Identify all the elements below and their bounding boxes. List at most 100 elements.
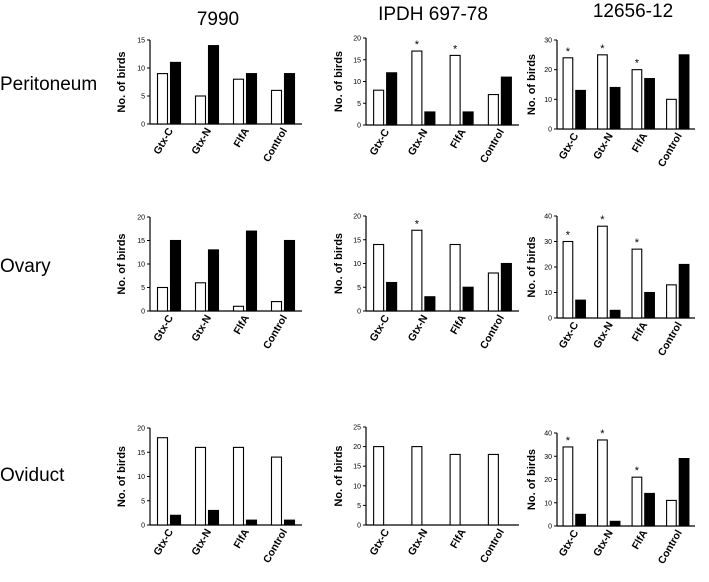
bar-filled-gtx-c bbox=[169, 239, 182, 312]
bar-open-gtx-c bbox=[156, 286, 169, 312]
x-tick-label: Control bbox=[261, 527, 290, 565]
x-tick-label: FlfA bbox=[231, 527, 252, 551]
y-tick-label: 0 bbox=[141, 523, 145, 530]
y-tick-label: 10 bbox=[544, 500, 552, 507]
bar-open-control bbox=[487, 272, 499, 312]
bar-filled-control bbox=[283, 239, 296, 312]
bar-open-control bbox=[487, 94, 499, 126]
bar-filled-flfa bbox=[644, 492, 655, 527]
column-title-7990: 7990 bbox=[197, 9, 239, 30]
bar-filled-gtx-c bbox=[575, 299, 586, 319]
y-tick-label: 15 bbox=[353, 237, 361, 244]
y-tick-label: 15 bbox=[353, 464, 361, 471]
x-tick-label: FlfA bbox=[630, 131, 651, 155]
y-tick-label: 0 bbox=[357, 123, 361, 130]
x-tick-label: FlfA bbox=[448, 313, 469, 337]
bar-open-flfa bbox=[232, 305, 245, 312]
bar-open-gtx-n bbox=[194, 282, 207, 312]
y-tick-label: 20 bbox=[544, 67, 552, 74]
x-tick-label: Control bbox=[261, 313, 290, 351]
bar-filled-gtx-c bbox=[575, 89, 586, 130]
y-axis-label: No. of birds bbox=[116, 446, 128, 507]
significance-star: * bbox=[453, 43, 458, 55]
x-tick-label: Gtx-N bbox=[406, 527, 431, 558]
row-label-peritoneum: Peritoneum bbox=[0, 74, 97, 95]
column-title-12656: 12656-12 bbox=[593, 1, 673, 22]
x-tick-label: FlfA bbox=[231, 126, 252, 150]
bar-filled-gtx-n bbox=[424, 296, 436, 312]
bar-open-flfa bbox=[232, 78, 245, 125]
bar-open-control bbox=[666, 499, 677, 527]
bar-filled-gtx-c bbox=[386, 281, 398, 312]
significance-star: * bbox=[635, 58, 640, 70]
x-tick-label: Gtx-N bbox=[406, 127, 431, 158]
y-axis-label: No. of birds bbox=[333, 445, 345, 506]
bar-filled-flfa bbox=[644, 78, 655, 130]
y-axis-label: No. of birds bbox=[116, 233, 128, 294]
bar-open-control bbox=[666, 98, 677, 130]
column-title-ipdh: IPDH 697-78 bbox=[378, 4, 488, 25]
bar-open-control bbox=[666, 284, 677, 319]
y-tick-label: 20 bbox=[353, 36, 361, 43]
bar-open-gtx-n bbox=[194, 446, 207, 526]
x-tick-label: Control bbox=[656, 320, 685, 358]
bar-open-gtx-c bbox=[562, 57, 574, 130]
bar-filled-flfa bbox=[245, 519, 258, 526]
significance-star: * bbox=[566, 230, 571, 242]
y-axis-label: No. of birds bbox=[333, 233, 345, 294]
bar-open-gtx-n bbox=[411, 229, 423, 312]
significance-star: * bbox=[600, 428, 605, 440]
y-tick-label: 25 bbox=[353, 425, 361, 432]
bar-open-control bbox=[270, 89, 283, 125]
bar-open-gtx-n bbox=[597, 439, 608, 527]
significance-star: * bbox=[415, 218, 420, 230]
bar-open-control bbox=[270, 301, 283, 312]
bar-open-gtx-n bbox=[411, 446, 423, 526]
significance-star: * bbox=[566, 435, 571, 447]
y-tick-label: 15 bbox=[137, 38, 145, 45]
y-tick-label: 0 bbox=[548, 524, 552, 531]
y-tick-label: 10 bbox=[137, 474, 145, 481]
x-tick-label: Gtx-C bbox=[151, 126, 176, 157]
x-tick-label: Gtx-C bbox=[151, 313, 176, 344]
significance-star: * bbox=[635, 465, 640, 477]
bar-filled-gtx-n bbox=[207, 509, 220, 526]
x-tick-label: Gtx-C bbox=[557, 528, 582, 559]
bar-open-flfa bbox=[449, 54, 461, 126]
y-tick-label: 5 bbox=[357, 101, 361, 108]
bar-filled-gtx-n bbox=[609, 520, 621, 527]
bar-filled-gtx-n bbox=[609, 86, 621, 130]
y-tick-label: 0 bbox=[548, 127, 552, 134]
y-tick-label: 40 bbox=[544, 431, 552, 438]
x-tick-label: Control bbox=[656, 528, 685, 566]
x-tick-label: Gtx-N bbox=[591, 528, 616, 559]
bar-open-control bbox=[487, 453, 499, 526]
bar-filled-gtx-c bbox=[575, 513, 586, 527]
x-tick-label: Control bbox=[478, 127, 507, 165]
bar-open-flfa bbox=[232, 446, 245, 526]
x-tick-label: FlfA bbox=[231, 313, 252, 337]
bar-open-gtx-n bbox=[194, 95, 207, 125]
significance-star: * bbox=[566, 46, 571, 58]
y-tick-label: 0 bbox=[548, 316, 552, 323]
x-tick-label: FlfA bbox=[630, 320, 651, 344]
y-tick-label: 20 bbox=[353, 214, 361, 221]
x-tick-label: FlfA bbox=[630, 528, 651, 552]
panel-ovary-ipdh: 0 5 10 15 20 No. of birds Gtx-C * Gtx-N FlfA Contr… bbox=[333, 214, 519, 351]
bar-filled-gtx-c bbox=[169, 514, 182, 526]
bar-filled-control bbox=[500, 76, 512, 126]
y-tick-label: 5 bbox=[141, 498, 145, 505]
x-tick-label: Gtx-N bbox=[591, 320, 616, 351]
x-tick-label: Control bbox=[261, 126, 290, 164]
y-tick-label: 20 bbox=[544, 477, 552, 484]
significance-star: * bbox=[600, 43, 605, 55]
y-tick-label: 0 bbox=[141, 309, 145, 316]
bar-open-gtx-c bbox=[373, 446, 385, 526]
significance-star: * bbox=[415, 39, 420, 51]
significance-star: * bbox=[635, 237, 640, 249]
y-tick-label: 30 bbox=[544, 239, 552, 246]
y-axis-label: No. of birds bbox=[333, 51, 345, 112]
bar-filled-control bbox=[500, 262, 512, 312]
bar-open-gtx-n bbox=[597, 54, 608, 130]
